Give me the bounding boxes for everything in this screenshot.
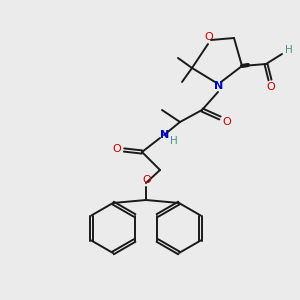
Text: O: O [267, 82, 275, 92]
Text: O: O [205, 32, 213, 42]
Text: O: O [223, 117, 231, 127]
Text: H: H [170, 136, 178, 146]
Text: O: O [112, 144, 122, 154]
Text: O: O [142, 175, 152, 185]
Text: N: N [214, 81, 224, 91]
Text: H: H [285, 45, 293, 55]
Text: N: N [160, 130, 169, 140]
